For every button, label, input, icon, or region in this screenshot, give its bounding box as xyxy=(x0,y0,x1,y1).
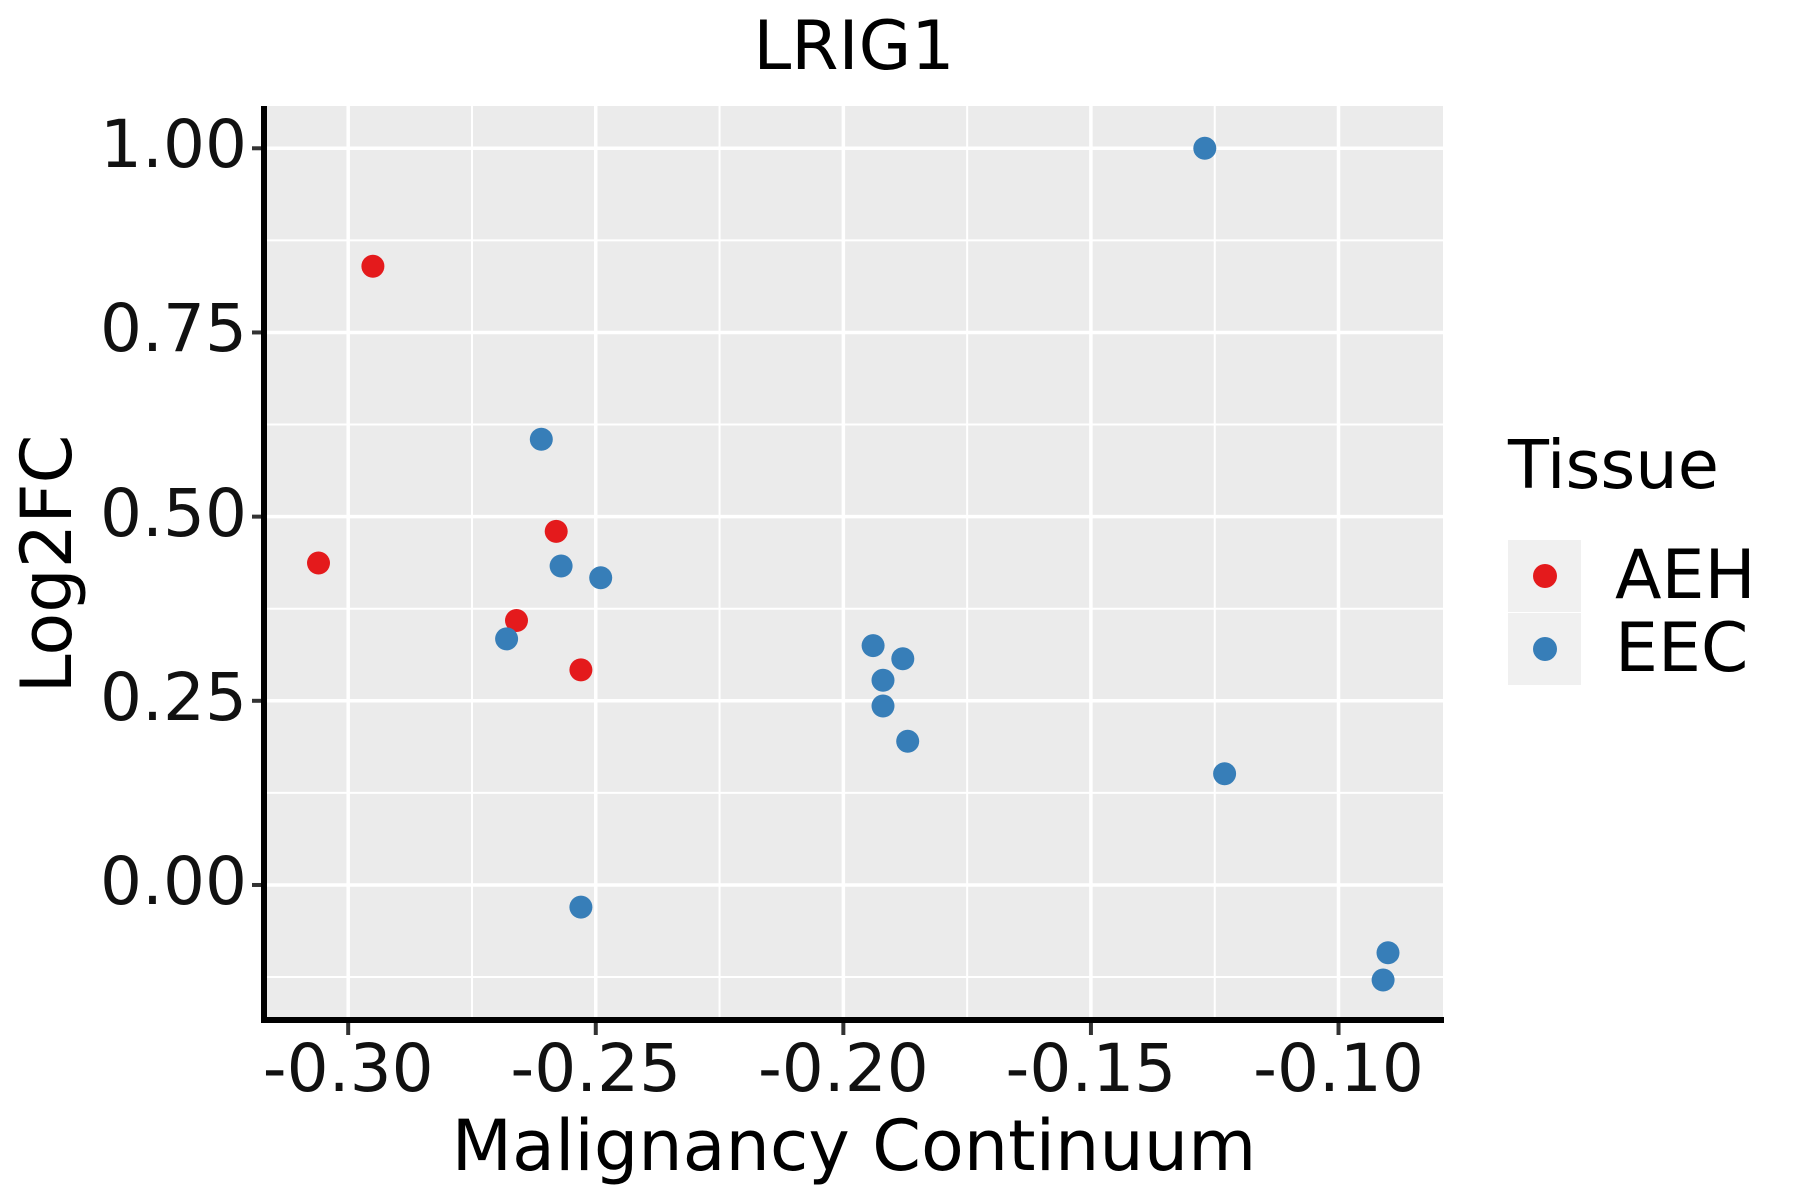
eec-point-icon xyxy=(1532,636,1557,661)
data-point-eec xyxy=(871,694,895,718)
data-point-eec xyxy=(861,634,885,658)
legend-title: Tissue xyxy=(1508,426,1719,504)
legend-key-box xyxy=(1508,539,1581,612)
y-axis-title: Log2FC xyxy=(6,434,88,694)
legend-item-eec: EEC xyxy=(1508,612,1756,685)
y-tick-label: 1.00 xyxy=(100,106,247,184)
x-axis-line xyxy=(261,1017,1444,1023)
x-tick-label: -0.15 xyxy=(1005,1030,1177,1107)
data-point-eec xyxy=(871,668,895,692)
y-tick-label: 0.75 xyxy=(100,290,247,368)
data-point-eec xyxy=(569,895,593,919)
data-point-eec xyxy=(891,647,915,671)
x-tick-label: -0.10 xyxy=(1253,1030,1424,1107)
data-point-eec xyxy=(549,554,573,578)
data-point-eec xyxy=(589,566,613,590)
plot-panel xyxy=(252,106,1443,1035)
y-axis-line xyxy=(261,106,267,1023)
x-tick-label: -0.20 xyxy=(757,1030,929,1107)
data-point-eec xyxy=(1371,968,1395,992)
chart-title: LRIG1 xyxy=(753,7,955,86)
x-axis-title: Malignancy Continuum xyxy=(451,1105,1257,1187)
data-point-aeh xyxy=(544,519,568,543)
legend-item-label: AEH xyxy=(1615,535,1756,615)
data-point-eec xyxy=(529,427,553,451)
data-point-aeh xyxy=(361,254,385,278)
data-point-aeh xyxy=(569,658,593,682)
plot-canvas xyxy=(252,106,1443,1035)
legend-item-aeh: AEH xyxy=(1508,539,1756,612)
data-point-eec xyxy=(1213,762,1237,786)
legend-key-box xyxy=(1508,612,1581,685)
data-point-aeh xyxy=(505,609,528,632)
legend-item-label: EEC xyxy=(1615,608,1749,688)
aeh-point-icon xyxy=(1532,563,1557,588)
x-tick-label: -0.30 xyxy=(262,1030,434,1107)
data-point-eec xyxy=(896,729,920,753)
data-point-eec xyxy=(495,627,519,651)
legend: Tissue AEH EEC xyxy=(1508,432,1756,685)
data-point-eec xyxy=(1376,941,1400,965)
y-tick-label: 0.00 xyxy=(100,842,247,920)
x-tick-label: -0.25 xyxy=(510,1030,682,1107)
data-point-aeh xyxy=(307,551,330,575)
y-tick-label: 0.25 xyxy=(100,658,247,736)
data-point-eec xyxy=(1193,136,1217,160)
y-tick-label: 0.50 xyxy=(100,474,247,552)
